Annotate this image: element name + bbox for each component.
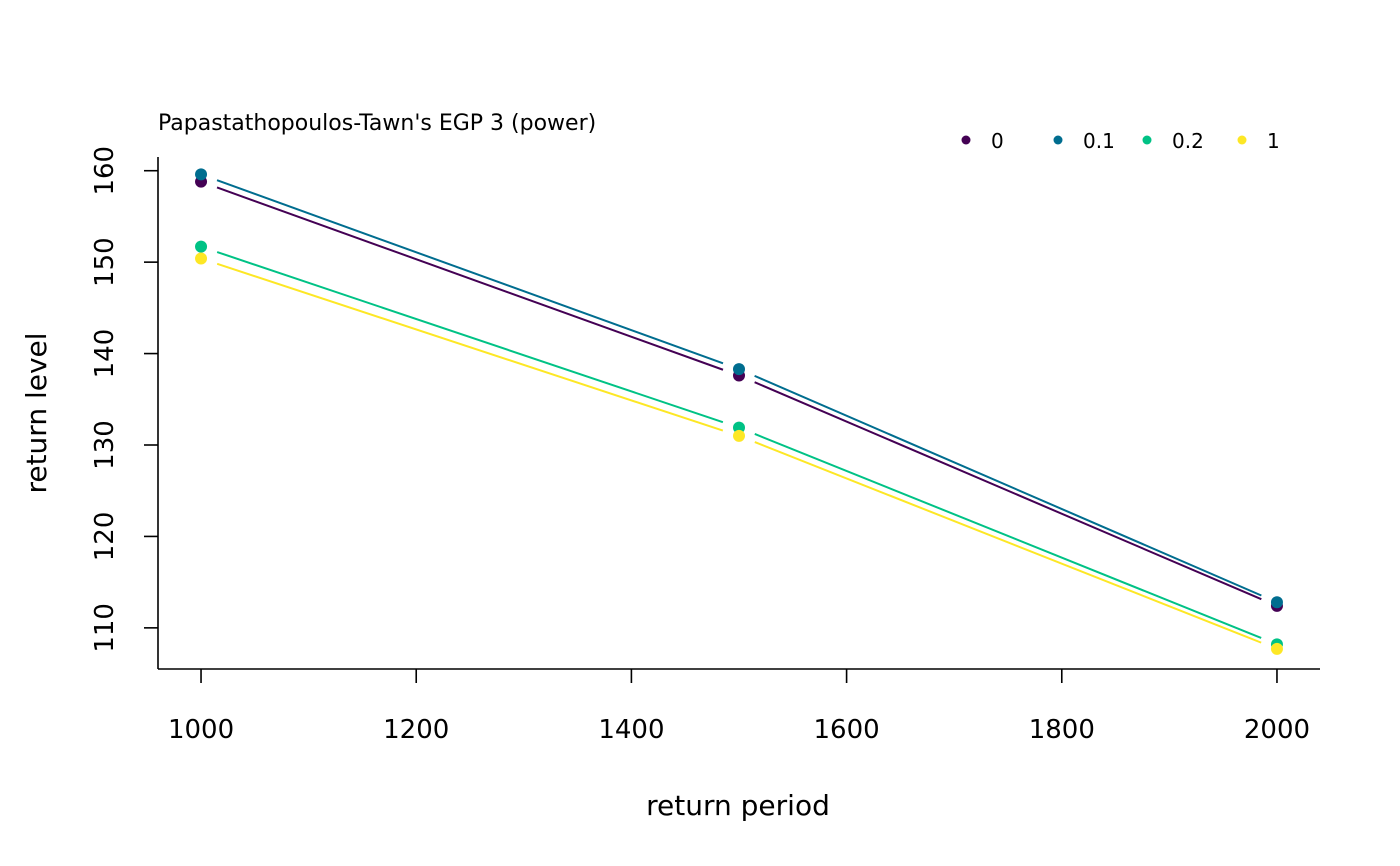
axes: 1000 1200 1400 1600 1800 2000 110 120 130 140 150 1… — [90, 146, 1320, 745]
series-line-segment — [216, 179, 724, 365]
data-point — [733, 421, 745, 434]
x-axis-title: return period — [646, 789, 830, 822]
legend-label: 0.2 — [1172, 129, 1204, 153]
plot-series — [195, 168, 1283, 655]
data-point — [195, 168, 208, 181]
series-1 — [195, 252, 1283, 655]
data-point — [1270, 596, 1283, 609]
data-point — [733, 363, 745, 376]
series-line-segment — [216, 251, 724, 424]
chart-title: Papastathopoulos-Tawn's EGP 3 (power) — [158, 111, 596, 136]
x-tick-label: 1400 — [598, 715, 664, 745]
series-0.2 — [195, 240, 1283, 651]
data-point — [1270, 642, 1283, 655]
data-point — [733, 429, 745, 442]
legend-label: 0 — [991, 129, 1004, 153]
series-line-segment — [754, 381, 1262, 601]
x-tick-label: 1800 — [1029, 715, 1095, 745]
legend-item: 0 — [961, 129, 1004, 153]
x-tick-label: 1000 — [168, 715, 234, 745]
x-tick-label: 2000 — [1244, 715, 1310, 745]
series-line-segment — [216, 186, 724, 371]
legend-item: 1 — [1237, 129, 1280, 153]
series-line-segment — [754, 433, 1262, 639]
series-line-segment — [754, 374, 1262, 597]
legend-item: 0.1 — [1053, 129, 1115, 153]
legend-item: 0.2 — [1142, 129, 1204, 153]
legend-marker — [961, 135, 971, 145]
y-axis-title: return level — [20, 332, 53, 493]
series-0 — [195, 175, 1283, 612]
series-line-segment — [754, 441, 1262, 644]
y-tick-label: 160 — [90, 146, 120, 196]
y-tick-label: 110 — [90, 603, 120, 653]
data-point — [195, 252, 208, 265]
legend: 0 0.1 0.2 1 — [961, 129, 1280, 153]
y-tick-label: 120 — [90, 512, 120, 562]
legend-marker — [1142, 135, 1152, 145]
series-0.1 — [195, 168, 1283, 609]
legend-marker — [1053, 135, 1063, 145]
legend-label: 1 — [1267, 129, 1280, 153]
x-tick-label: 1200 — [383, 715, 449, 745]
y-tick-label: 150 — [90, 237, 120, 287]
y-tick-label: 130 — [90, 420, 120, 470]
x-tick-label: 1600 — [814, 715, 880, 745]
legend-marker — [1237, 135, 1247, 145]
data-point — [195, 240, 208, 253]
legend-label: 0.1 — [1083, 129, 1115, 153]
y-tick-label: 140 — [90, 329, 120, 379]
series-line-segment — [216, 262, 724, 432]
